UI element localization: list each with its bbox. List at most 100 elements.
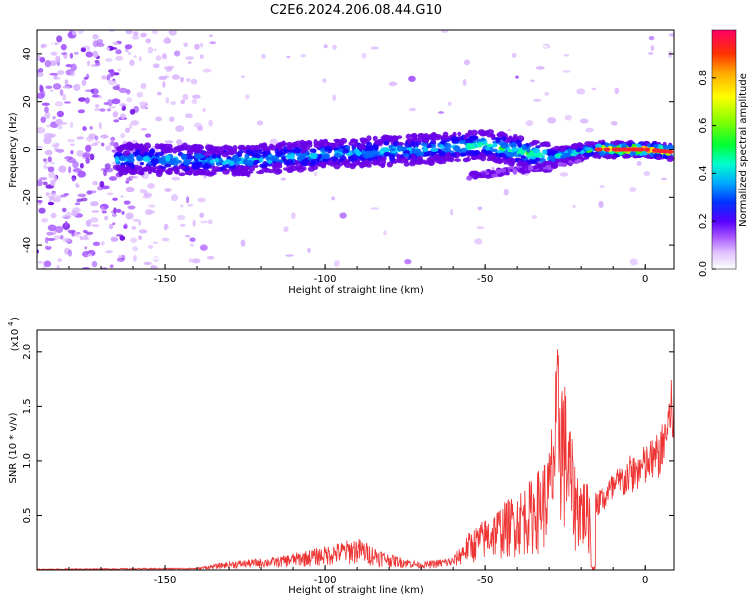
noise-speck: [109, 141, 115, 146]
noise-speck: [44, 111, 51, 119]
ridge-mark: [412, 135, 418, 140]
noise-speck: [82, 152, 91, 158]
ridge-mark: [309, 161, 315, 167]
ridge-mark: [232, 145, 238, 152]
noise-speck: [186, 77, 191, 83]
noise-speck: [409, 107, 416, 112]
noise-speck: [184, 234, 191, 238]
ridge-mark: [520, 155, 526, 159]
ridge-mark: [203, 162, 211, 170]
x-tick-label: -150: [154, 575, 177, 586]
noise-speck: [47, 156, 52, 163]
ridge-mark: [305, 139, 313, 146]
noise-speck: [72, 161, 79, 169]
noise-speck: [447, 101, 452, 106]
noise-speck: [52, 83, 62, 90]
ridge-mark: [517, 160, 522, 164]
noise-speck: [52, 116, 56, 120]
noise-speck: [56, 206, 64, 210]
noise-speck: [591, 87, 597, 91]
noise-speck: [72, 168, 82, 173]
ridge-mark: [242, 159, 248, 165]
branch-mark: [544, 164, 552, 170]
ridge-mark: [241, 165, 249, 172]
noise-speck: [126, 97, 133, 103]
noise-speck: [648, 52, 654, 55]
ridge-mark: [496, 131, 505, 138]
ridge-mark: [490, 133, 495, 138]
noise-speck: [437, 111, 445, 114]
noise-speck: [74, 231, 78, 236]
noise-speck: [70, 150, 74, 155]
noise-speck: [323, 44, 328, 49]
ridge-core-mark: [644, 147, 651, 152]
ridge-mark: [309, 148, 317, 153]
colorbar-ticks: 0.0 0.2 0.4 0.6 0.8: [698, 70, 716, 277]
ridge-mark: [506, 158, 512, 162]
noise-speck: [116, 257, 125, 262]
ridge-mark: [396, 145, 405, 152]
noise-speck: [168, 30, 177, 36]
noise-speck: [99, 180, 105, 188]
ridge-mark: [386, 161, 393, 168]
noise-speck: [173, 50, 181, 57]
noise-speck: [152, 256, 160, 261]
noise-speck: [106, 108, 112, 112]
noise-speck: [41, 102, 50, 106]
colorbar-tick-label: 0.2: [698, 213, 709, 229]
noise-speck: [199, 212, 205, 218]
ridge-mark: [229, 165, 236, 170]
noise-speck: [80, 47, 87, 53]
noise-speck: [612, 34, 620, 40]
ridge-mark: [361, 157, 366, 161]
branch-mark: [560, 159, 566, 163]
noise-speck: [64, 79, 69, 86]
noise-speck: [331, 196, 336, 201]
noise-speck: [138, 235, 143, 241]
noise-speck: [531, 215, 538, 220]
noise-speck: [84, 97, 90, 104]
ridge-mark: [550, 156, 556, 163]
ridge-mark: [329, 142, 337, 147]
ridge-mark: [359, 137, 367, 141]
noise-speck: [77, 109, 86, 114]
x-tick-label: -150: [154, 274, 177, 285]
noise-speck: [179, 76, 184, 83]
noise-speck: [130, 237, 137, 244]
noise-speck: [145, 104, 152, 109]
ridge-mark: [413, 149, 418, 155]
ridge-mark: [521, 144, 528, 151]
ridge-mark: [222, 168, 230, 175]
noise-speck: [46, 231, 54, 236]
noise-speck: [322, 78, 327, 83]
noise-speck: [110, 139, 115, 143]
noise-speck: [598, 200, 604, 208]
ridge-mark: [510, 141, 517, 149]
noise-speck: [151, 30, 159, 35]
noise-speck: [56, 110, 64, 118]
ridge-mark: [416, 137, 423, 143]
branch-mark: [485, 171, 490, 176]
noise-speck: [530, 79, 535, 83]
ridge-core-mark: [604, 147, 611, 152]
noise-speck: [112, 111, 119, 118]
noise-speck: [115, 83, 121, 91]
noise-speck: [160, 103, 169, 110]
ridge-mark: [470, 129, 478, 137]
ridge-mark: [253, 144, 262, 149]
ridge-mark: [528, 151, 537, 158]
noise-speck: [164, 72, 171, 77]
noise-speck: [92, 33, 99, 40]
ridge-mark: [246, 171, 251, 178]
ridge-mark: [329, 156, 339, 162]
ridge-mark: [139, 161, 145, 166]
noise-speck: [53, 175, 58, 182]
ridge-mark: [192, 147, 198, 152]
branch-mark: [533, 165, 538, 169]
noise-speck: [138, 229, 148, 234]
x-tick-label: -50: [477, 575, 493, 586]
noise-speck: [53, 235, 62, 240]
noise-speck: [37, 72, 44, 77]
noise-speck: [159, 68, 167, 75]
noise-speck: [102, 122, 111, 129]
